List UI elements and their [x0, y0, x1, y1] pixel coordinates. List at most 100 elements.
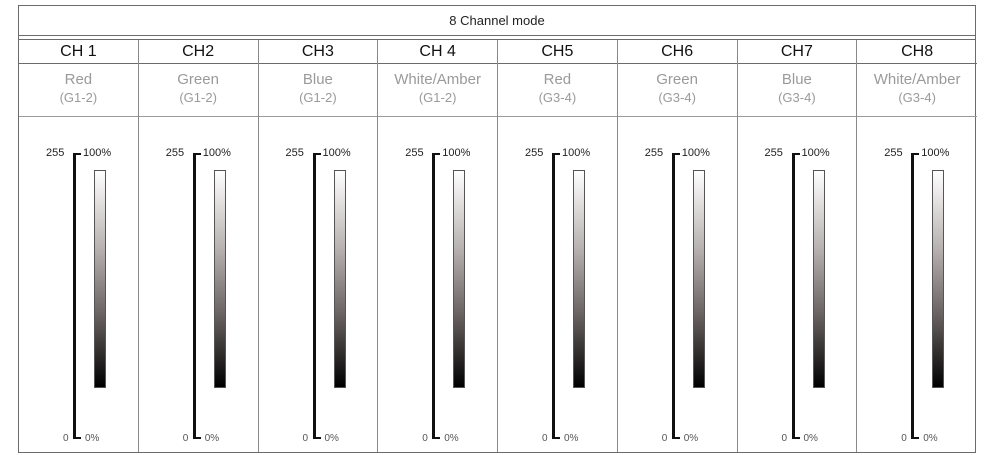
- scale-min-percent: 0%: [683, 433, 699, 444]
- scale-min-value: 0: [901, 433, 907, 444]
- channel-color: Green: [656, 71, 698, 88]
- header-divider: [258, 116, 378, 117]
- scale-max-value: 255: [644, 147, 664, 159]
- dmx-scale: 255 100% 0 0%: [378, 40, 497, 452]
- channel-group: (G1-2): [59, 90, 98, 105]
- channel-name: CH5: [498, 40, 617, 64]
- channel-color: Red: [64, 71, 93, 88]
- scale-min-percent: 0%: [444, 433, 459, 444]
- channel-color: Blue: [302, 71, 333, 88]
- channel-name: CH 1: [19, 40, 138, 64]
- intensity-gradient-bar: [812, 170, 825, 388]
- header-divider: [857, 116, 977, 117]
- scale-tick-bottom: [911, 437, 920, 439]
- dmx-scale: 255 100% 0 0%: [19, 40, 138, 452]
- scale-tick-top: [671, 153, 680, 155]
- scale-min-percent: 0%: [85, 433, 100, 444]
- dmx-scale: 255 100% 0 0%: [259, 40, 378, 452]
- scale-axis: [192, 153, 196, 439]
- scale-min-value: 0: [182, 433, 189, 444]
- scale-min-percent: 0%: [324, 433, 339, 444]
- scale-max-percent: 100%: [202, 147, 231, 159]
- dmx-scale: 255 100% 0 0%: [738, 40, 857, 452]
- channel-group: (G3-4): [658, 90, 696, 105]
- scale-min-value: 0: [661, 433, 668, 444]
- intensity-gradient-bar: [333, 170, 346, 388]
- scale-tick-top: [552, 153, 560, 155]
- scale-max-value: 255: [884, 147, 903, 159]
- channel-group: (G1-2): [179, 90, 217, 105]
- channel-color: Green: [177, 71, 219, 88]
- channel-name: CH6: [617, 40, 737, 64]
- scale-tick-bottom: [73, 437, 81, 439]
- scale-axis: [432, 153, 436, 439]
- channel-name: CH3: [258, 40, 378, 64]
- scale-tick-bottom: [192, 437, 201, 439]
- channel-color: Red: [543, 71, 572, 88]
- channel-column: CH8 White/Amber (G3-4) 255 100% 0 0%: [857, 40, 977, 452]
- header-divider: [378, 116, 497, 117]
- channel-column: CH5 Red (G3-4) 255 100% 0 0%: [498, 40, 618, 452]
- channel-color: White/Amber: [873, 71, 961, 88]
- channel-name: CH2: [138, 40, 258, 64]
- channel-column: CH 4 White/Amber (G1-2) 255 100% 0 0%: [378, 40, 498, 452]
- intensity-gradient-bar: [692, 170, 705, 388]
- title-divider: [19, 39, 975, 40]
- scale-min-percent: 0%: [564, 433, 579, 444]
- channel-mode-table: 8 Channel mode CH 1 Red (G1-2) 255 100% 0 0% CH…: [18, 5, 977, 453]
- scale-max-percent: 100%: [801, 147, 830, 159]
- scale-max-value: 255: [764, 147, 783, 159]
- channel-group: (G3-4): [778, 90, 816, 105]
- channel-group: (G1-2): [418, 90, 457, 105]
- scale-max-percent: 100%: [442, 147, 471, 159]
- scale-tick-top: [791, 153, 800, 155]
- scale-min-percent: 0%: [204, 433, 220, 444]
- dmx-scale: 255 100% 0 0%: [498, 40, 617, 452]
- scale-min-value: 0: [422, 433, 428, 444]
- scale-max-value: 255: [165, 147, 185, 159]
- channel-name: CH 4: [378, 40, 497, 64]
- scale-min-value: 0: [542, 433, 548, 444]
- scale-min-percent: 0%: [923, 433, 938, 444]
- scale-min-value: 0: [63, 433, 69, 444]
- dmx-scale: 255 100% 0 0%: [857, 40, 977, 452]
- scale-tick-top: [192, 153, 201, 155]
- channel-column: CH6 Green (G3-4) 255 100% 0 0%: [617, 40, 738, 452]
- scale-min-value: 0: [781, 433, 788, 444]
- scale-tick-bottom: [312, 437, 321, 439]
- scale-axis: [671, 153, 675, 439]
- header-divider: [498, 116, 617, 117]
- scale-max-value: 255: [525, 147, 544, 159]
- channel-column: CH2 Green (G1-2) 255 100% 0 0%: [138, 40, 259, 452]
- channel-column: CH 1 Red (G1-2) 255 100% 0 0%: [19, 40, 139, 452]
- scale-max-value: 255: [405, 147, 424, 159]
- scale-min-percent: 0%: [803, 433, 818, 444]
- channel-column: CH3 Blue (G1-2) 255 100% 0 0%: [258, 40, 379, 452]
- scale-max-percent: 100%: [681, 147, 710, 159]
- intensity-gradient-bar: [453, 170, 466, 388]
- scale-max-percent: 100%: [921, 147, 950, 159]
- channel-name: CH8: [857, 40, 977, 64]
- scale-tick-top: [73, 153, 81, 155]
- scale-tick-top: [312, 153, 321, 155]
- channel-group: (G3-4): [898, 90, 936, 105]
- channel-color: White/Amber: [394, 71, 481, 88]
- scale-tick-top: [432, 153, 441, 155]
- scale-axis: [911, 153, 915, 439]
- scale-axis: [552, 153, 555, 439]
- dmx-scale: 255 100% 0 0%: [618, 40, 737, 452]
- scale-max-value: 255: [285, 147, 304, 159]
- scale-max-percent: 100%: [83, 147, 112, 159]
- dmx-scale: 255 100% 0 0%: [139, 40, 258, 452]
- intensity-gradient-bar: [94, 170, 106, 388]
- channel-name: CH7: [737, 40, 857, 64]
- intensity-gradient-bar: [213, 170, 226, 388]
- channel-column: CH7 Blue (G3-4) 255 100% 0 0%: [737, 40, 858, 452]
- table-title: 8 Channel mode: [19, 6, 975, 36]
- channel-group: (G3-4): [538, 90, 577, 105]
- scale-axis: [312, 153, 316, 439]
- scale-max-percent: 100%: [562, 147, 591, 159]
- channel-color: Blue: [781, 71, 812, 88]
- scale-max-percent: 100%: [322, 147, 351, 159]
- intensity-gradient-bar: [573, 170, 585, 388]
